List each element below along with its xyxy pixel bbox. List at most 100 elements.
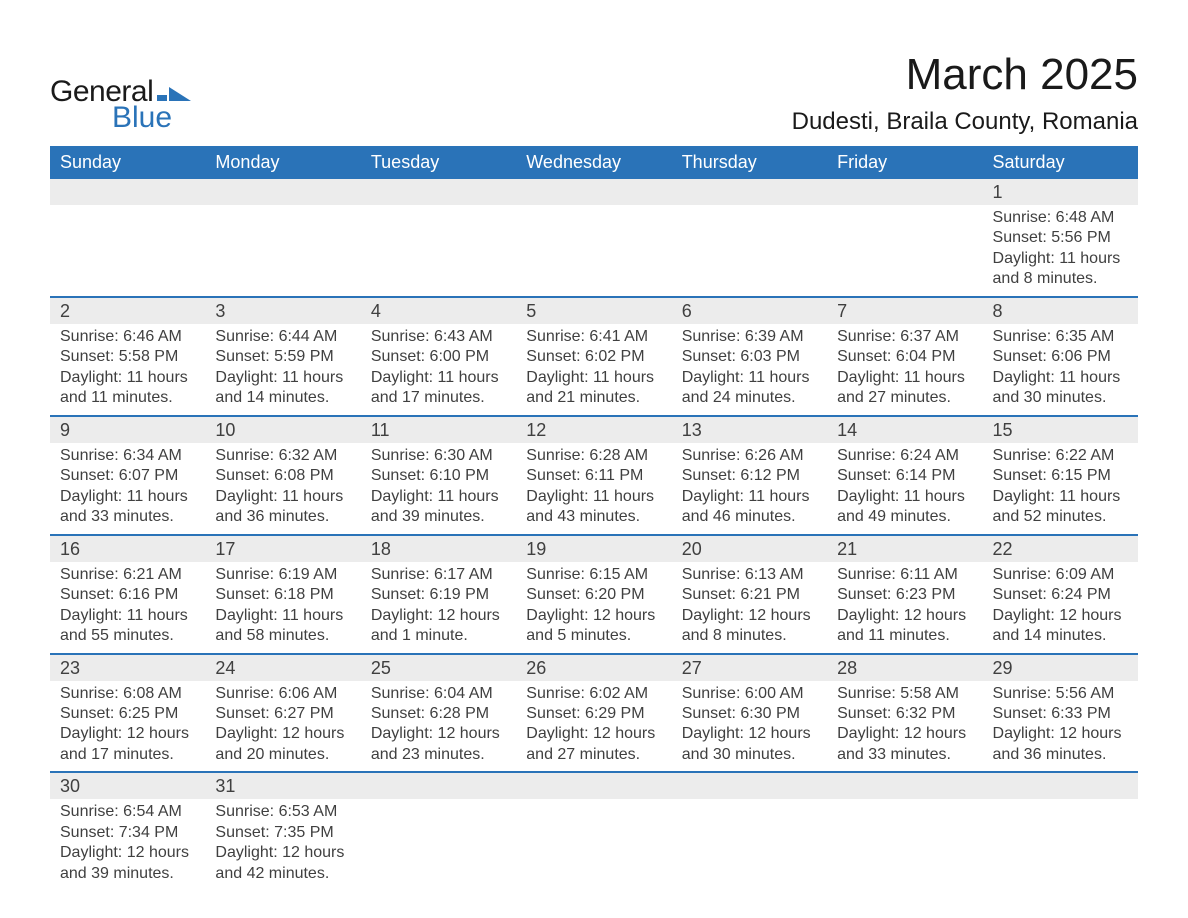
sunrise-line: Sunrise: 6:39 AM	[682, 327, 817, 347]
day-header: Wednesday	[516, 146, 671, 179]
calendar-cell: 17Sunrise: 6:19 AMSunset: 6:18 PMDayligh…	[205, 535, 360, 654]
calendar-cell: 9Sunrise: 6:34 AMSunset: 6:07 PMDaylight…	[50, 416, 205, 535]
day-number: 17	[205, 536, 360, 562]
logo: General Blue	[50, 75, 191, 135]
day-detail	[672, 799, 827, 808]
calendar-cell	[361, 179, 516, 297]
sunset-line: Sunset: 6:10 PM	[371, 466, 506, 486]
sunset-line: Sunset: 6:02 PM	[526, 347, 661, 367]
daylight-line: Daylight: 12 hours and 33 minutes.	[837, 724, 972, 765]
day-detail	[50, 205, 205, 214]
daylight-line: Daylight: 12 hours and 30 minutes.	[682, 724, 817, 765]
sunset-line: Sunset: 5:58 PM	[60, 347, 195, 367]
daylight-line: Daylight: 12 hours and 27 minutes.	[526, 724, 661, 765]
sunrise-line: Sunrise: 6:34 AM	[60, 446, 195, 466]
sunset-line: Sunset: 6:00 PM	[371, 347, 506, 367]
day-number: 23	[50, 655, 205, 681]
sunrise-line: Sunrise: 6:13 AM	[682, 565, 817, 585]
day-detail: Sunrise: 6:26 AMSunset: 6:12 PMDaylight:…	[672, 443, 827, 534]
calendar-cell	[983, 772, 1138, 890]
calendar-table: SundayMondayTuesdayWednesdayThursdayFrid…	[50, 146, 1138, 890]
day-detail	[516, 205, 671, 214]
daylight-line: Daylight: 12 hours and 11 minutes.	[837, 606, 972, 647]
day-number: 16	[50, 536, 205, 562]
calendar-cell: 11Sunrise: 6:30 AMSunset: 6:10 PMDayligh…	[361, 416, 516, 535]
day-detail: Sunrise: 6:39 AMSunset: 6:03 PMDaylight:…	[672, 324, 827, 415]
calendar-week: 23 Sunrise: 6:08 AMSunset: 6:25 PM Dayligh…	[50, 654, 1138, 773]
sunset-line: Sunset: 6:20 PM	[526, 585, 661, 605]
day-detail: Sunrise: 6:09 AMSunset: 6:24 PMDaylight:…	[983, 562, 1138, 653]
calendar-cell: 28Sunrise: 5:58 AMSunset: 6:32 PMDayligh…	[827, 654, 982, 773]
calendar-cell: 27Sunrise: 6:00 AMSunset: 6:30 PMDayligh…	[672, 654, 827, 773]
day-number: 2	[50, 298, 205, 324]
sunrise-line: Sunrise: 6:43 AM	[371, 327, 506, 347]
day-number	[672, 179, 827, 205]
day-number: 25	[361, 655, 516, 681]
calendar-cell: 2Sunrise: 6:46 AMSunset: 5:58 PMDaylight…	[50, 297, 205, 416]
day-detail: Sunrise: 6:43 AMSunset: 6:00 PMDaylight:…	[361, 324, 516, 415]
calendar-cell: 19Sunrise: 6:15 AMSunset: 6:20 PMDayligh…	[516, 535, 671, 654]
sunrise-line: Sunrise: 6:24 AM	[837, 446, 972, 466]
sunset-line: Sunset: 6:06 PM	[993, 347, 1128, 367]
calendar-cell: 1Sunrise: 6:48 AMSunset: 5:56 PMDaylight…	[983, 179, 1138, 297]
daylight-line: Daylight: 11 hours and 17 minutes.	[371, 368, 506, 409]
daylight-line: Daylight: 11 hours and 33 minutes.	[60, 487, 195, 528]
calendar-cell: 8Sunrise: 6:35 AMSunset: 6:06 PMDaylight…	[983, 297, 1138, 416]
day-number: 21	[827, 536, 982, 562]
sunset-line: Sunset: 6:07 PM	[60, 466, 195, 486]
day-number	[672, 773, 827, 799]
day-number: 13	[672, 417, 827, 443]
daylight-line: Daylight: 11 hours and 11 minutes.	[60, 368, 195, 409]
sunrise-line: Sunrise: 6:15 AM	[526, 565, 661, 585]
title-block: March 2025 Dudesti, Braila County, Roman…	[792, 50, 1138, 136]
day-header: Thursday	[672, 146, 827, 179]
calendar-week: 30Sunrise: 6:54 AMSunset: 7:34 PMDayligh…	[50, 772, 1138, 890]
day-number: 1	[983, 179, 1138, 205]
day-header: Monday	[205, 146, 360, 179]
calendar-body: 1Sunrise: 6:48 AMSunset: 5:56 PMDaylight…	[50, 179, 1138, 890]
day-detail	[361, 799, 516, 808]
day-detail: Sunrise: 6:54 AMSunset: 7:34 PMDaylight:…	[50, 799, 205, 890]
day-number: 19	[516, 536, 671, 562]
calendar-head: SundayMondayTuesdayWednesdayThursdayFrid…	[50, 146, 1138, 179]
day-number	[827, 179, 982, 205]
daylight-line: Daylight: 11 hours and 46 minutes.	[682, 487, 817, 528]
calendar-cell: 31Sunrise: 6:53 AMSunset: 7:35 PMDayligh…	[205, 772, 360, 890]
sunrise-line: Sunrise: 6:21 AM	[60, 565, 195, 585]
calendar-cell	[361, 772, 516, 890]
daylight-line: Daylight: 11 hours and 21 minutes.	[526, 368, 661, 409]
daylight-line: Daylight: 12 hours and 8 minutes.	[682, 606, 817, 647]
day-number: 18	[361, 536, 516, 562]
day-number: 14	[827, 417, 982, 443]
day-number: 29	[983, 655, 1138, 681]
day-number	[983, 773, 1138, 799]
sunset-line: Sunset: 6:08 PM	[215, 466, 350, 486]
sunrise-line: Sunrise: 6:04 AM	[371, 684, 506, 704]
sunset-line: Sunset: 6:14 PM	[837, 466, 972, 486]
location: Dudesti, Braila County, Romania	[792, 108, 1138, 136]
day-detail: Sunrise: 6:17 AMSunset: 6:19 PMDaylight:…	[361, 562, 516, 653]
day-number: 31	[205, 773, 360, 799]
day-header: Tuesday	[361, 146, 516, 179]
calendar-cell: 30Sunrise: 6:54 AMSunset: 7:34 PMDayligh…	[50, 772, 205, 890]
sunset-line: Sunset: 6:25 PM	[60, 704, 195, 724]
sunset-line: Sunset: 7:35 PM	[215, 823, 350, 843]
day-detail: Sunrise: 6:22 AMSunset: 6:15 PMDaylight:…	[983, 443, 1138, 534]
daylight-line: Daylight: 11 hours and 39 minutes.	[371, 487, 506, 528]
day-detail	[983, 799, 1138, 808]
day-detail: Sunrise: 6:32 AMSunset: 6:08 PMDaylight:…	[205, 443, 360, 534]
day-number: 6	[672, 298, 827, 324]
day-detail: Sunrise: 6:53 AMSunset: 7:35 PMDaylight:…	[205, 799, 360, 890]
daylight-line: Daylight: 12 hours and 36 minutes.	[993, 724, 1128, 765]
calendar-cell: 14Sunrise: 6:24 AMSunset: 6:14 PMDayligh…	[827, 416, 982, 535]
sunset-line: Sunset: 6:03 PM	[682, 347, 817, 367]
logo-text-blue: Blue	[112, 101, 191, 135]
calendar-cell	[827, 179, 982, 297]
calendar-cell: 25Sunrise: 6:04 AMSunset: 6:28 PMDayligh…	[361, 654, 516, 773]
day-detail: Sunrise: 6:21 AMSunset: 6:16 PMDaylight:…	[50, 562, 205, 653]
sunrise-line: Sunrise: 6:08 AM	[60, 684, 195, 704]
day-detail	[827, 799, 982, 808]
sunset-line: Sunset: 6:11 PM	[526, 466, 661, 486]
daylight-line: Daylight: 11 hours and 14 minutes.	[215, 368, 350, 409]
day-number: 12	[516, 417, 671, 443]
